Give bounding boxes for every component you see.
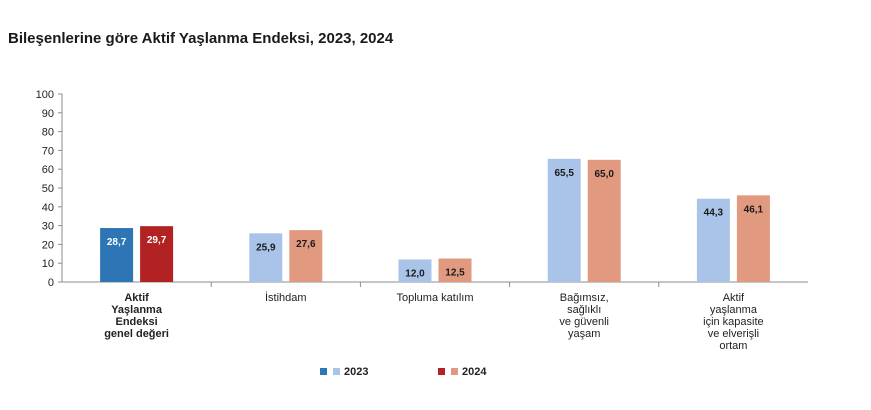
legend-swatch-2023 (333, 368, 340, 375)
x-category-label: Bağımsız, (560, 292, 609, 304)
data-label-2023-1: 25,9 (256, 242, 276, 253)
x-category-label: Topluma katılım (396, 292, 473, 304)
x-category-label: yaşam (568, 328, 600, 340)
x-category-label: için kapasite (703, 316, 764, 328)
bar-2023-4 (696, 198, 730, 282)
bar-2023-1 (249, 233, 283, 282)
data-label-2024-1: 27,6 (296, 239, 316, 250)
data-label-2023-3: 65,5 (554, 168, 574, 179)
x-category-label: ortam (719, 340, 747, 352)
y-tick-label: 40 (42, 202, 54, 214)
x-category-label: genel değeri (104, 328, 169, 340)
x-category-label: İstihdam (265, 291, 307, 304)
x-category-label: Yaşlanma (111, 304, 163, 316)
bar-2024-1 (289, 230, 323, 282)
chart-title: Bileşenlerine göre Aktif Yaşlanma Endeks… (8, 30, 394, 47)
y-tick-label: 100 (36, 89, 54, 101)
data-label-2024-0: 29,7 (147, 235, 167, 246)
data-label-2023-2: 12,0 (405, 268, 425, 279)
x-category-label: ve elverişli (708, 328, 759, 340)
y-tick-label: 50 (42, 183, 54, 195)
legend-label-2023: 2023 (344, 366, 368, 378)
x-category-label: Aktif (723, 292, 745, 304)
x-category-label: yaşlanma (710, 304, 758, 316)
legend-swatch-highlight-2024 (438, 368, 445, 375)
y-tick-label: 10 (42, 258, 54, 270)
legend-swatch-highlight-2023 (320, 368, 327, 375)
bar-2024-4 (736, 195, 770, 282)
y-tick-label: 80 (42, 127, 54, 139)
y-tick-label: 0 (48, 277, 54, 289)
data-label-2024-4: 46,1 (744, 204, 764, 215)
bar-2024-0 (140, 226, 174, 282)
bar-2024-2 (438, 258, 472, 282)
data-label-2024-2: 12,5 (445, 268, 465, 279)
data-label-2023-4: 44,3 (704, 208, 724, 219)
x-category-label: Aktif (124, 292, 149, 304)
bar-2024-3 (587, 159, 621, 282)
legend-label-2024: 2024 (462, 366, 487, 378)
data-label-2024-3: 65,0 (594, 169, 614, 180)
data-label-2023-0: 28,7 (107, 237, 127, 248)
x-category-label: sağlıklı (567, 304, 601, 316)
y-tick-label: 90 (42, 108, 54, 120)
bar-2023-0 (100, 228, 134, 282)
legend-swatch-2024 (451, 368, 458, 375)
y-tick-label: 70 (42, 145, 54, 157)
bar-2023-2 (398, 259, 432, 282)
y-tick-label: 30 (42, 221, 54, 233)
x-category-label: ve güvenli (559, 316, 609, 328)
bar-2023-3 (547, 158, 581, 282)
x-category-label: Endeksi (116, 316, 158, 328)
y-tick-label: 20 (42, 239, 54, 251)
y-tick-label: 60 (42, 164, 54, 176)
